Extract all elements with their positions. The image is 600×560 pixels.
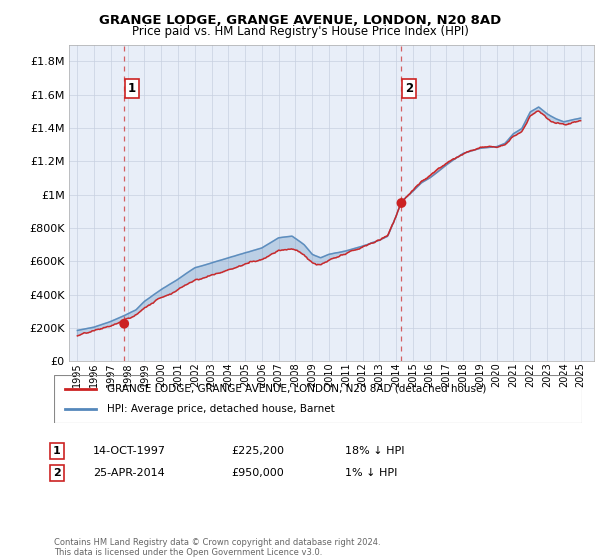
Text: GRANGE LODGE, GRANGE AVENUE, LONDON, N20 8AD (detached house): GRANGE LODGE, GRANGE AVENUE, LONDON, N20… — [107, 384, 486, 394]
Text: 2: 2 — [53, 468, 61, 478]
Text: £225,200: £225,200 — [231, 446, 284, 456]
Text: 2: 2 — [405, 82, 413, 95]
Text: £950,000: £950,000 — [231, 468, 284, 478]
Text: 18% ↓ HPI: 18% ↓ HPI — [345, 446, 404, 456]
Text: GRANGE LODGE, GRANGE AVENUE, LONDON, N20 8AD: GRANGE LODGE, GRANGE AVENUE, LONDON, N20… — [99, 14, 501, 27]
Text: 14-OCT-1997: 14-OCT-1997 — [93, 446, 166, 456]
Text: Contains HM Land Registry data © Crown copyright and database right 2024.
This d: Contains HM Land Registry data © Crown c… — [54, 538, 380, 557]
Point — [397, 199, 406, 208]
Text: 1% ↓ HPI: 1% ↓ HPI — [345, 468, 397, 478]
Text: 1: 1 — [128, 82, 136, 95]
Text: Price paid vs. HM Land Registry's House Price Index (HPI): Price paid vs. HM Land Registry's House … — [131, 25, 469, 38]
Point — [119, 319, 129, 328]
Text: 1: 1 — [53, 446, 61, 456]
Text: 25-APR-2014: 25-APR-2014 — [93, 468, 165, 478]
Text: HPI: Average price, detached house, Barnet: HPI: Average price, detached house, Barn… — [107, 404, 335, 414]
